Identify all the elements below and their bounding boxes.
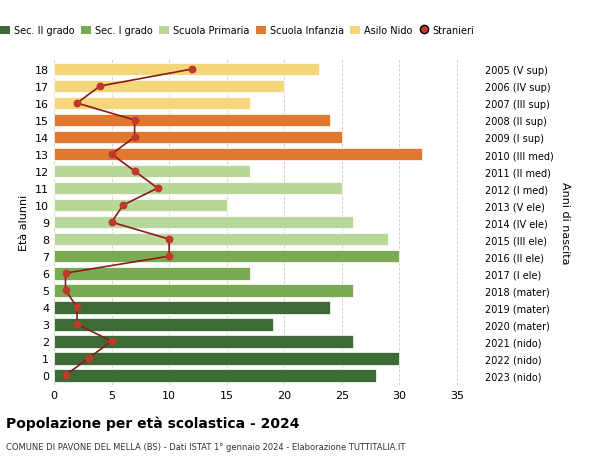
Bar — [54, 301, 331, 314]
Bar — [54, 216, 353, 229]
Bar — [54, 233, 388, 246]
Point — [153, 185, 163, 192]
Point — [72, 304, 82, 311]
Y-axis label: Anni di nascita: Anni di nascita — [560, 181, 570, 264]
Bar — [54, 318, 273, 331]
Point — [107, 338, 116, 345]
Bar — [54, 131, 342, 144]
Bar — [54, 250, 400, 263]
Point — [164, 236, 174, 243]
Point — [118, 202, 128, 209]
Point — [107, 219, 116, 226]
Bar — [54, 182, 342, 195]
Point — [164, 253, 174, 260]
Point — [61, 287, 70, 294]
Y-axis label: Età alunni: Età alunni — [19, 195, 29, 251]
Bar — [54, 148, 422, 161]
Point — [130, 134, 139, 141]
Bar — [54, 165, 250, 178]
Bar — [54, 199, 227, 212]
Text: COMUNE DI PAVONE DEL MELLA (BS) - Dati ISTAT 1° gennaio 2024 - Elaborazione TUTT: COMUNE DI PAVONE DEL MELLA (BS) - Dati I… — [6, 442, 406, 451]
Text: Popolazione per età scolastica - 2024: Popolazione per età scolastica - 2024 — [6, 415, 299, 430]
Bar — [54, 114, 331, 127]
Point — [72, 321, 82, 328]
Point — [95, 83, 105, 90]
Bar — [54, 267, 250, 280]
Point — [61, 372, 70, 379]
Point — [130, 117, 139, 124]
Bar — [54, 284, 353, 297]
Point — [107, 151, 116, 158]
Bar — [54, 335, 353, 348]
Bar — [54, 369, 376, 382]
Legend: Sec. II grado, Sec. I grado, Scuola Primaria, Scuola Infanzia, Asilo Nido, Stran: Sec. II grado, Sec. I grado, Scuola Prim… — [0, 22, 478, 40]
Point — [72, 100, 82, 107]
Point — [130, 168, 139, 175]
Bar — [54, 97, 250, 110]
Bar — [54, 352, 400, 365]
Point — [84, 355, 94, 362]
Bar — [54, 63, 319, 76]
Bar — [54, 80, 284, 93]
Point — [61, 270, 70, 277]
Point — [187, 66, 197, 73]
